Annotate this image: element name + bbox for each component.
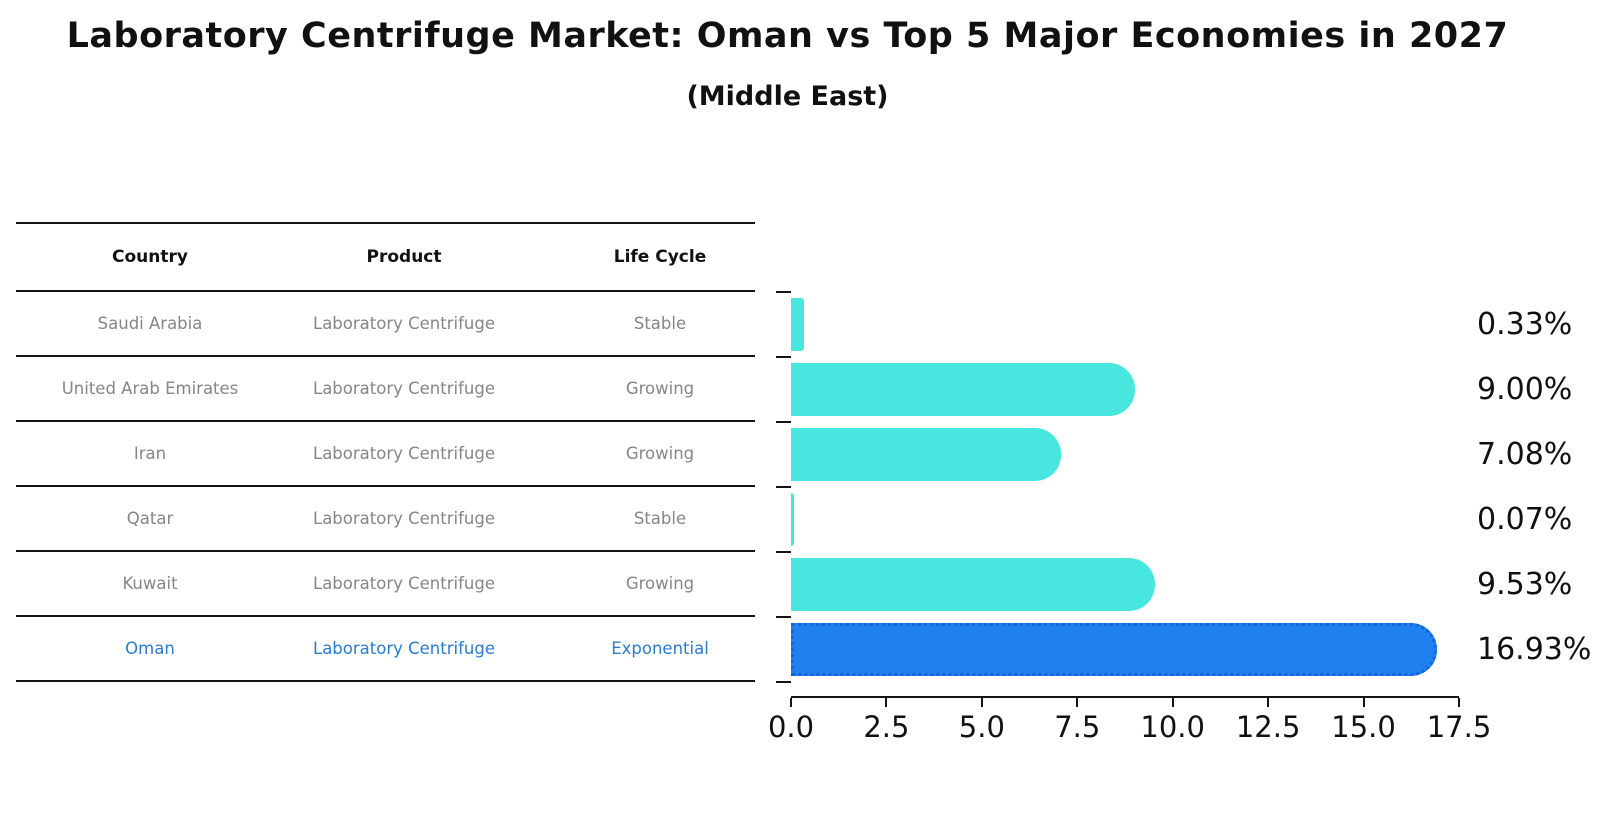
cell-country: Iran <box>133 444 167 463</box>
x-tick-mark <box>790 698 792 707</box>
x-tick-label: 0.0 <box>767 710 815 744</box>
x-tick-mark <box>885 698 888 707</box>
column-header-product: Product <box>366 247 442 267</box>
y-tick <box>776 681 791 683</box>
bar-qatar <box>791 493 794 546</box>
x-tick-label: 15.0 <box>1331 710 1396 744</box>
cell-life-cycle: Growing <box>625 574 695 593</box>
value-label-kuwait: 9.53% <box>1477 567 1573 602</box>
value-label-iran: 7.08% <box>1477 437 1573 472</box>
table-row-iran: Iran Laboratory Centrifuge Growing <box>16 422 755 487</box>
table-row-oman: Oman Laboratory Centrifuge Exponential <box>16 617 755 682</box>
x-tick-label: 12.5 <box>1235 710 1301 744</box>
x-tick-mark <box>980 698 983 707</box>
cell-product: Laboratory Centrifuge <box>313 509 495 528</box>
column-header-life-cycle: Life Cycle <box>613 247 707 267</box>
cell-country: Qatar <box>126 509 174 528</box>
x-tick-label: 7.5 <box>1054 710 1101 744</box>
cell-country: Kuwait <box>122 574 178 593</box>
table-header-row: Country Product Life Cycle <box>16 222 755 292</box>
cell-product: Laboratory Centrifuge <box>313 639 495 658</box>
x-tick-mark <box>1076 698 1079 707</box>
table-row-united-arab-emirates: United Arab Emirates Laboratory Centrifu… <box>16 357 755 422</box>
y-tick <box>776 291 791 293</box>
bar-united-arab-emirates <box>791 363 1135 416</box>
cell-product: Laboratory Centrifuge <box>313 314 495 333</box>
value-label-united-arab-emirates: 9.00% <box>1477 372 1573 407</box>
bar-oman <box>791 623 1438 676</box>
value-label-oman: 16.93% <box>1477 632 1592 667</box>
cell-country: Saudi Arabia <box>97 314 203 333</box>
x-tick-label: 5.0 <box>958 710 1005 744</box>
bar-iran <box>791 428 1062 481</box>
cell-life-cycle: Stable <box>633 509 687 528</box>
column-header-country: Country <box>112 247 188 267</box>
x-tick-mark <box>1267 698 1270 707</box>
cell-life-cycle: Exponential <box>611 639 709 658</box>
cell-life-cycle: Stable <box>633 314 687 333</box>
y-tick <box>776 486 791 488</box>
x-tick-label: 10.0 <box>1140 710 1205 744</box>
bar-kuwait <box>791 558 1155 611</box>
x-axis-line <box>791 696 1459 698</box>
y-tick <box>776 421 791 423</box>
cell-product: Laboratory Centrifuge <box>313 379 495 398</box>
cell-product: Laboratory Centrifuge <box>313 444 495 463</box>
cell-country: Oman <box>125 639 175 658</box>
page-subtitle: (Middle East) <box>686 81 889 112</box>
cell-life-cycle: Growing <box>625 444 695 463</box>
cell-life-cycle: Growing <box>625 379 695 398</box>
y-tick <box>776 551 791 553</box>
value-label-saudi-arabia: 0.33% <box>1477 307 1573 342</box>
x-tick-mark <box>1362 698 1365 707</box>
value-label-qatar: 0.07% <box>1477 502 1573 537</box>
x-tick-mark <box>1171 698 1174 707</box>
y-tick <box>776 616 791 618</box>
page-title: Laboratory Centrifuge Market: Oman vs To… <box>66 16 1509 56</box>
y-tick <box>776 356 791 358</box>
x-tick-label: 17.5 <box>1426 710 1492 744</box>
x-tick-mark <box>1458 698 1460 707</box>
cell-product: Laboratory Centrifuge <box>313 574 495 593</box>
x-tick-label: 2.5 <box>863 710 910 744</box>
table-row-kuwait: Kuwait Laboratory Centrifuge Growing <box>16 552 755 617</box>
table-row-qatar: Qatar Laboratory Centrifuge Stable <box>16 487 755 552</box>
bar-saudi-arabia <box>791 298 804 351</box>
table-row-saudi-arabia: Saudi Arabia Laboratory Centrifuge Stabl… <box>16 292 755 357</box>
cell-country: United Arab Emirates <box>61 379 239 398</box>
